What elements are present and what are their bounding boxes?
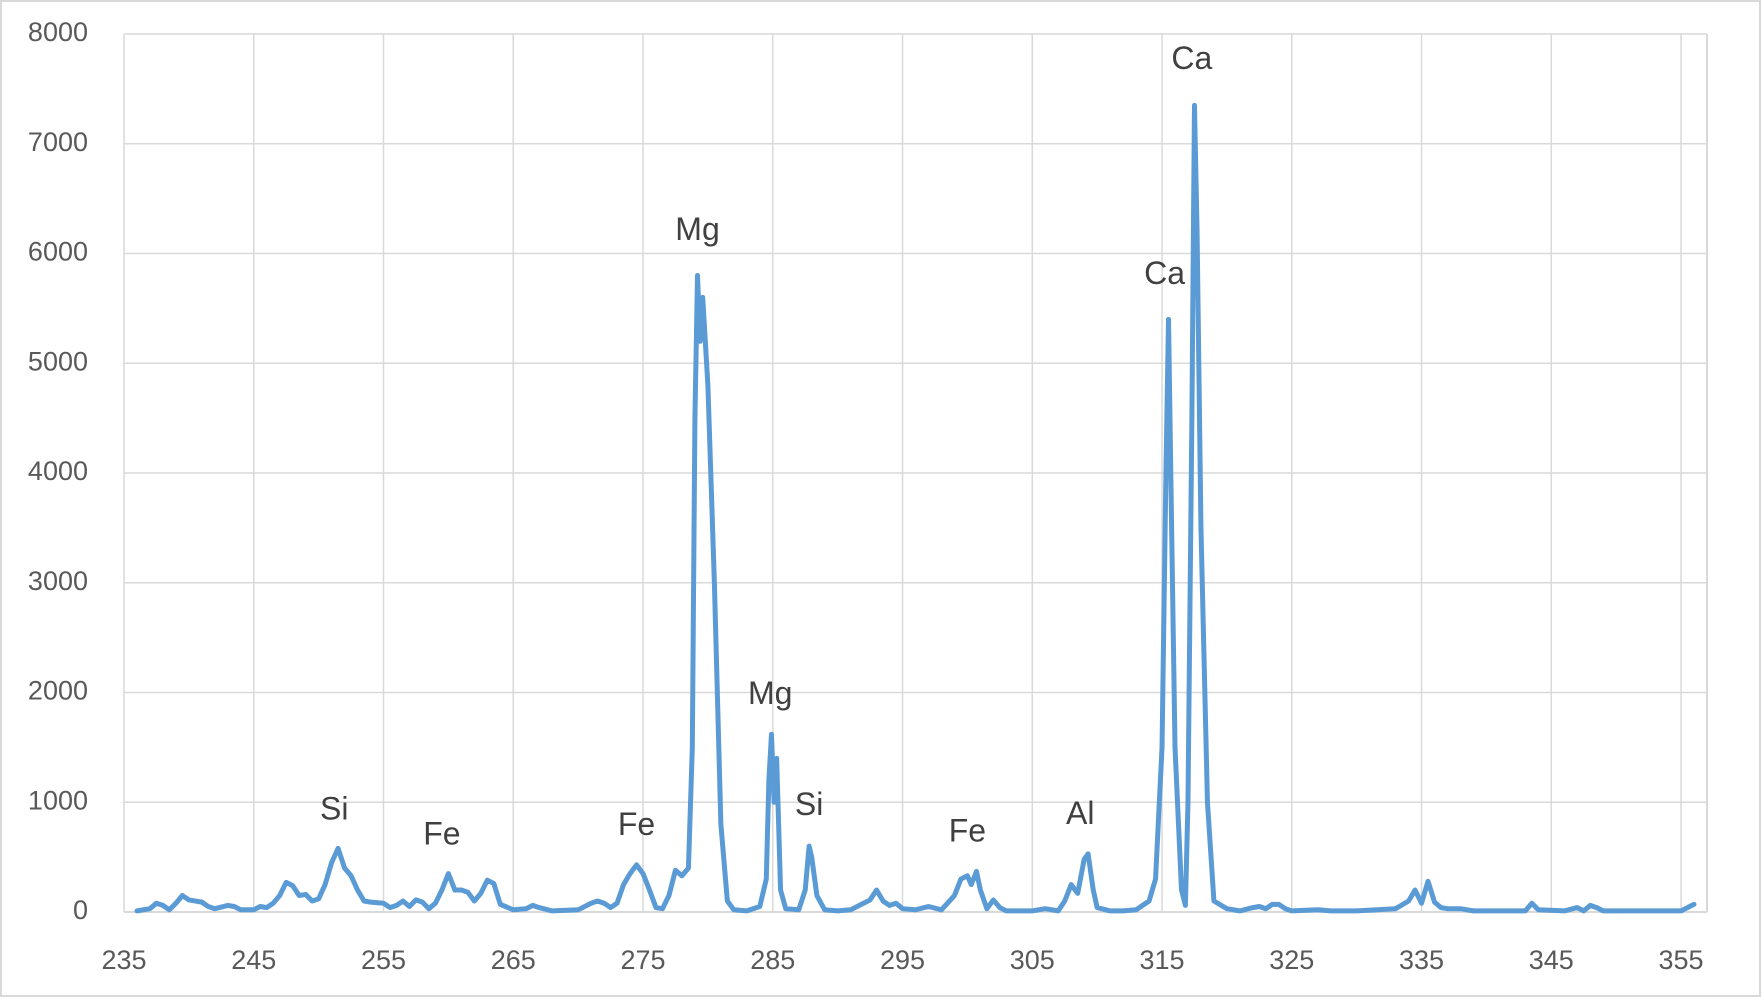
peak-annotation: Si bbox=[795, 786, 823, 822]
spectrum-line bbox=[134, 102, 1697, 914]
y-tick-label: 7000 bbox=[28, 127, 88, 157]
y-tick-label: 5000 bbox=[28, 346, 88, 376]
peak-annotation: Mg bbox=[748, 675, 792, 711]
peak-annotation: Ca bbox=[1171, 40, 1212, 76]
x-tick-label: 295 bbox=[880, 945, 925, 975]
x-tick-label: 335 bbox=[1399, 945, 1444, 975]
x-tick-label: 305 bbox=[1010, 945, 1055, 975]
x-tick-label: 355 bbox=[1659, 945, 1704, 975]
peak-annotation: Fe bbox=[423, 816, 460, 852]
peak-annotation: Ca bbox=[1144, 255, 1185, 291]
x-tick-label: 235 bbox=[101, 945, 146, 975]
x-tick-label: 265 bbox=[491, 945, 536, 975]
y-tick-label: 6000 bbox=[28, 237, 88, 267]
y-tick-label: 4000 bbox=[28, 456, 88, 486]
y-tick-label: 3000 bbox=[28, 566, 88, 596]
x-tick-label: 345 bbox=[1529, 945, 1574, 975]
peak-annotation: Al bbox=[1066, 795, 1094, 831]
peak-annotation: Si bbox=[320, 790, 348, 826]
peak-annotation: Mg bbox=[675, 211, 719, 247]
x-tick-label: 325 bbox=[1269, 945, 1314, 975]
x-tick-label: 275 bbox=[620, 945, 665, 975]
peak-annotation: Fe bbox=[618, 806, 655, 842]
y-tick-label: 2000 bbox=[28, 676, 88, 706]
x-tick-label: 245 bbox=[231, 945, 276, 975]
x-tick-label: 315 bbox=[1140, 945, 1185, 975]
x-tick-label: 285 bbox=[750, 945, 795, 975]
peak-annotation: Fe bbox=[949, 812, 986, 848]
y-tick-label: 0 bbox=[73, 895, 88, 925]
y-tick-label: 1000 bbox=[28, 785, 88, 815]
x-tick-label: 255 bbox=[361, 945, 406, 975]
y-tick-label: 8000 bbox=[28, 17, 88, 47]
